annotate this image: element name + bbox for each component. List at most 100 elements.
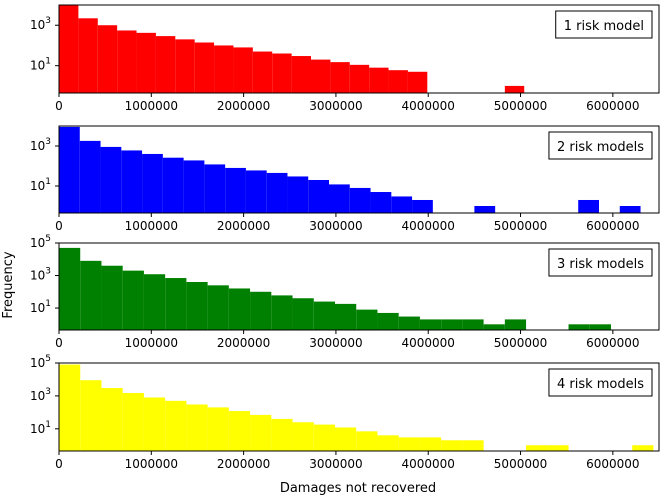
x-tick-label: 4000000 — [402, 99, 455, 113]
histogram-bar — [101, 265, 123, 330]
histogram-bar — [266, 172, 288, 213]
legend: 1 risk model — [555, 10, 653, 39]
histogram-bar — [526, 445, 548, 451]
histogram-bar — [186, 404, 208, 451]
histogram-bar — [412, 199, 433, 213]
histogram-bar — [59, 364, 81, 451]
legend-box — [548, 248, 653, 277]
histogram-bar — [272, 53, 292, 93]
histogram-bar — [271, 295, 293, 330]
legend-label: 2 risk models — [557, 140, 644, 155]
histogram-bar — [59, 247, 81, 330]
legend-box — [548, 131, 653, 160]
y-tick-label: 103 — [30, 267, 51, 283]
histogram-bar — [101, 388, 123, 451]
histogram-bar — [483, 324, 505, 330]
x-tick-label: 5000000 — [494, 336, 547, 350]
legend: 4 risk models — [548, 368, 653, 397]
x-tick-label: 5000000 — [494, 99, 547, 113]
y-tick-label: 101 — [30, 177, 51, 193]
histogram-bar — [349, 187, 371, 213]
x-tick-label: 4000000 — [402, 457, 455, 471]
legend-label: 1 risk model — [564, 19, 644, 34]
histogram-bar — [377, 312, 399, 330]
histogram-bar — [632, 445, 654, 451]
histogram-bar — [370, 192, 392, 213]
y-tick-label: 103 — [30, 387, 51, 403]
x-tick-label: 3000000 — [309, 99, 362, 113]
y-tick-label: 105 — [30, 354, 51, 370]
histogram-bar — [462, 440, 484, 451]
histogram-bar — [59, 5, 79, 93]
x-tick-label: 2000000 — [217, 219, 270, 233]
histogram-bar — [207, 285, 229, 330]
x-tick-label: 1000000 — [125, 457, 178, 471]
histogram-bar — [398, 316, 420, 330]
histogram-bar — [313, 301, 335, 330]
histogram-bar — [568, 324, 590, 330]
histogram-bar — [204, 164, 226, 213]
legend-label: 3 risk models — [557, 257, 644, 272]
histogram-bar — [117, 30, 137, 93]
histogram-bar — [291, 56, 311, 93]
histogram-bar — [233, 47, 253, 93]
y-tick-label: 105 — [30, 234, 51, 250]
histogram-bar — [330, 62, 350, 93]
x-tick-label: 4000000 — [402, 219, 455, 233]
histogram-bar — [214, 45, 234, 93]
legend: 2 risk models — [548, 131, 653, 160]
histogram-bar — [165, 400, 187, 451]
y-tick-label: 103 — [30, 137, 51, 153]
x-tick-label: 1000000 — [125, 219, 178, 233]
axes-frame — [58, 362, 660, 452]
histogram-bar — [287, 176, 309, 213]
x-tick-label: 2000000 — [217, 99, 270, 113]
x-tick-label: 0 — [55, 457, 63, 471]
histogram-bar — [194, 42, 215, 93]
x-tick-label: 0 — [55, 219, 63, 233]
histogram-bar — [329, 184, 350, 213]
histogram-bar — [441, 319, 463, 330]
histogram-bar — [292, 298, 314, 330]
histogram-bar — [349, 64, 370, 93]
histogram-bar — [162, 157, 184, 213]
histogram-bar — [80, 380, 102, 451]
x-tick-label: 3000000 — [309, 457, 362, 471]
histogram-bar — [292, 422, 314, 451]
histogram-bar — [335, 427, 357, 451]
x-tick-label: 2000000 — [217, 457, 270, 471]
histogram-bar — [175, 39, 195, 93]
histogram-bar — [335, 303, 357, 330]
axes-frame — [58, 242, 660, 331]
histogram-bar — [245, 170, 267, 213]
x-tick-label: 6000000 — [586, 219, 639, 233]
histogram-bar — [122, 393, 144, 451]
histogram-bar — [142, 153, 163, 213]
histogram-bar — [356, 309, 378, 330]
histogram-panel: 0 1000000 2000000 3000000 4000000 5000000 6000… — [30, 125, 660, 233]
histogram-bar — [143, 397, 166, 451]
histogram-bar — [441, 440, 463, 451]
histogram-bar — [250, 414, 272, 451]
histogram-bar — [78, 18, 98, 94]
histogram-bar — [619, 206, 641, 213]
legend-label: 4 risk models — [557, 377, 644, 392]
x-tick-label: 0 — [55, 336, 63, 350]
histogram-bar — [311, 59, 331, 93]
histogram-bar — [578, 199, 599, 213]
histogram-bar — [186, 281, 208, 330]
figure-ylabel: Frequency — [1, 251, 16, 318]
histogram-bar — [100, 146, 122, 213]
figure-xlabel: Damages not recovered — [280, 481, 436, 496]
histogram-bar — [143, 274, 166, 330]
histogram-bar — [474, 206, 496, 213]
histogram-bar — [59, 126, 80, 213]
histogram-bar — [356, 431, 378, 451]
histogram-bar — [79, 140, 101, 213]
legend-box — [555, 10, 653, 39]
histogram-bar — [388, 70, 408, 93]
x-tick-label: 6000000 — [586, 336, 639, 350]
y-tick-label: 101 — [30, 299, 51, 315]
histogram-bar — [155, 36, 176, 93]
